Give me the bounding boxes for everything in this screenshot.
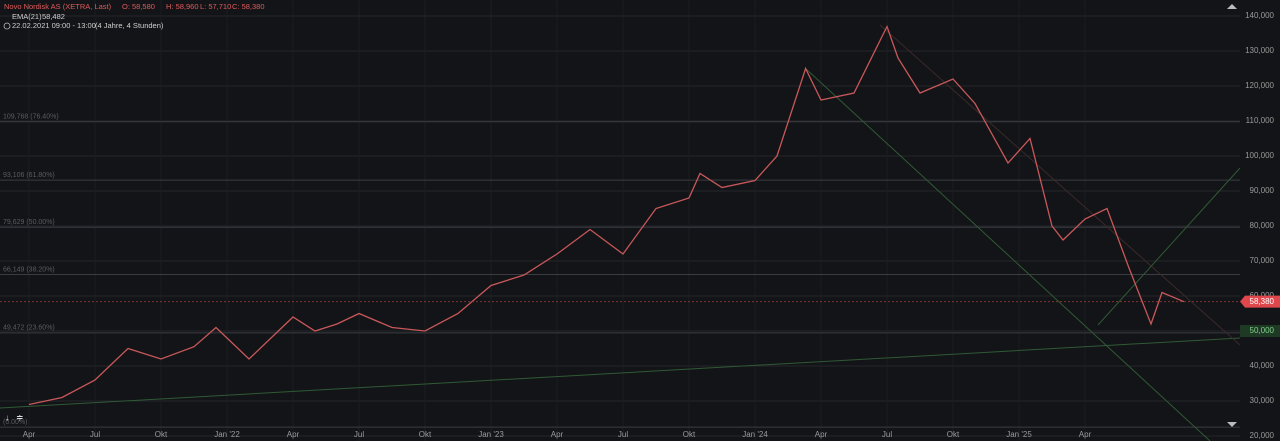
x-tick-label: Jan '22 [214,430,240,439]
y-tick-label: 140,000 [1245,11,1274,20]
range: 22.02.2021 09:00 - 13:00 [12,21,96,30]
y-tick-label: 20,000 [1250,431,1275,440]
fib-label: 109,768 (76.40%) [3,114,59,121]
last-price-tag [1240,295,1280,308]
x-tick-label: Jul [618,430,628,439]
y-tick-label: 110,000 [1246,116,1275,125]
scroll-down[interactable] [1227,422,1237,427]
open: O: 58,580 [122,2,155,11]
y-tick-label: 50,000 [1250,326,1275,335]
high: H: 58,960 [166,2,199,11]
fib-label: 79,629 (50.00%) [3,219,55,226]
symbol-title: Novo Nordisk AS (XETRA, Last) [4,2,112,11]
grid [0,0,1240,441]
y-tick-label: 30,000 [1250,396,1275,405]
indicator: EMA(21) [12,12,42,21]
y-tick-label: 120,000 [1245,81,1274,90]
clock-icon [3,22,11,30]
fib-label: 49,472 (23.60%) [3,325,55,332]
x-tick-label: Apr [551,430,564,439]
y-tick-label: 90,000 [1250,186,1275,195]
x-tick-label: Apr [1079,430,1092,439]
y-tick-label: 60,000 [1250,291,1275,300]
toolbar-icon[interactable]: ↓ [5,412,10,422]
price-highlight [1240,324,1280,337]
trend-line [0,337,1241,409]
y-tick-label: 40,000 [1250,361,1275,370]
trend-lines [0,24,1241,441]
range-note: (4 Jahre, 4 Stunden) [95,21,164,30]
fib-label: 66,149 (38.20%) [3,266,55,273]
y-tick-label: 80,000 [1250,221,1275,230]
labels: 20,000 30,000 40,000 50,000 60,000 70,000 80,0… [3,11,1280,440]
x-tick-label: Jul [90,430,100,439]
plot [0,24,1240,406]
trend-line [1097,167,1241,326]
low: L: 57,710 [200,2,231,11]
fib-label: 93,106 (61.80%) [3,172,55,179]
y-tick-label: 130,000 [1245,46,1274,55]
x-tick-label: Apr [815,430,828,439]
x-tick-label: Okt [155,430,168,439]
y-tick-label: 100,000 [1245,151,1274,160]
trend-line [879,24,1241,346]
fib-label: (0.00%) [3,419,28,426]
x-tick-label: Okt [419,430,432,439]
price-line [28,24,1185,406]
x-tick-label: Jul [354,430,364,439]
x-tick-label: Jan '24 [742,430,768,439]
y-tick-label: 70,000 [1250,256,1275,265]
indicator-value: 58,482 [42,12,65,21]
x-tick-label: Apr [287,430,300,439]
x-tick-label: Okt [947,430,960,439]
last-price-label: 58,380 [1250,297,1275,306]
scroll-up[interactable] [1227,4,1237,9]
trend-line [804,67,1211,441]
x-tick-label: Apr [23,430,36,439]
close: C: 58,380 [232,2,265,11]
x-tick-label: Jan '23 [478,430,504,439]
x-tick-label: Jan '25 [1006,430,1032,439]
x-tick-label: Okt [683,430,696,439]
toolbar-icon[interactable]: ≑ [16,412,24,422]
x-tick-label: Jul [882,430,892,439]
